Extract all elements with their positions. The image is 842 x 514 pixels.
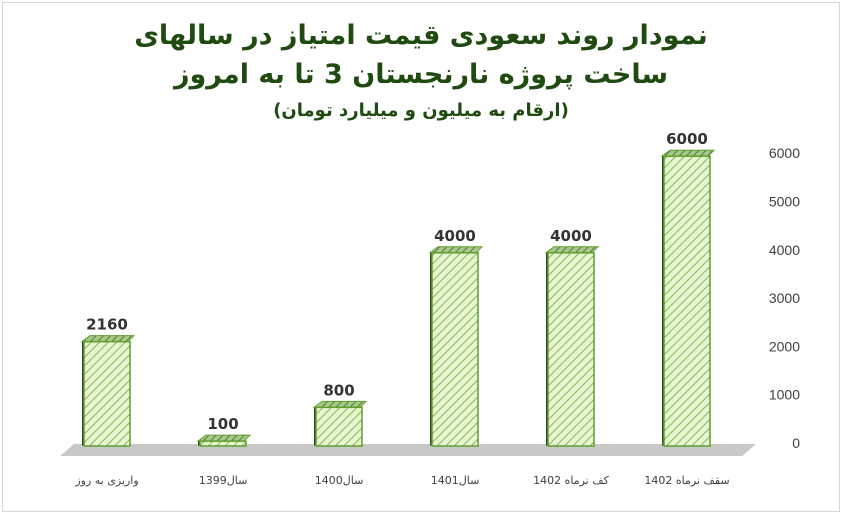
bar-top	[80, 335, 136, 343]
data-label: 4000	[550, 227, 592, 245]
bar-front	[547, 252, 595, 447]
y-tick-label: 6000	[769, 145, 800, 161]
chart-floor	[60, 444, 756, 456]
bar-front	[663, 155, 711, 447]
y-tick-label: 5000	[769, 194, 800, 210]
x-tick-label: واریزی به روز	[74, 474, 138, 487]
bar-front	[83, 340, 131, 447]
data-label: 4000	[434, 227, 476, 245]
y-tick-label: 1000	[769, 387, 800, 403]
bar-front	[315, 406, 363, 447]
x-tick-label: سقف نرماه 1402	[644, 474, 729, 487]
data-label: 800	[323, 381, 354, 399]
chart-title-line-2: ساخت پروژه نارنجستان 3 تا به امروز	[173, 59, 669, 90]
x-tick-label: سال1400	[315, 474, 364, 487]
bar	[428, 246, 484, 447]
data-label: 2160	[86, 316, 128, 334]
chart-title-line-3: (ارقام به میلیون و میلیارد تومان)	[273, 100, 569, 121]
y-tick-label: 0	[792, 435, 800, 451]
bar-top	[312, 400, 368, 408]
y-tick-label: 2000	[769, 338, 800, 354]
bar	[312, 400, 368, 447]
bar-top	[196, 434, 252, 442]
x-tick-label: کف نرماه 1402	[533, 474, 610, 487]
chart-title-line-1: نمودار روند سعودی قیمت امتیاز در سالهای	[134, 20, 708, 51]
bar-top	[428, 246, 484, 254]
bar-front	[199, 440, 247, 447]
bar-top	[660, 149, 716, 157]
bar	[196, 434, 252, 447]
bar	[544, 246, 600, 447]
data-label: 6000	[666, 130, 708, 148]
x-tick-label: سال1399	[199, 474, 248, 487]
y-tick-label: 3000	[769, 290, 800, 306]
bar	[660, 149, 716, 447]
bar-top	[544, 246, 600, 254]
y-tick-label: 4000	[769, 242, 800, 258]
x-tick-label: سال1401	[431, 474, 480, 487]
bar-front	[431, 252, 479, 447]
bar	[80, 335, 136, 447]
data-label: 100	[207, 415, 238, 433]
